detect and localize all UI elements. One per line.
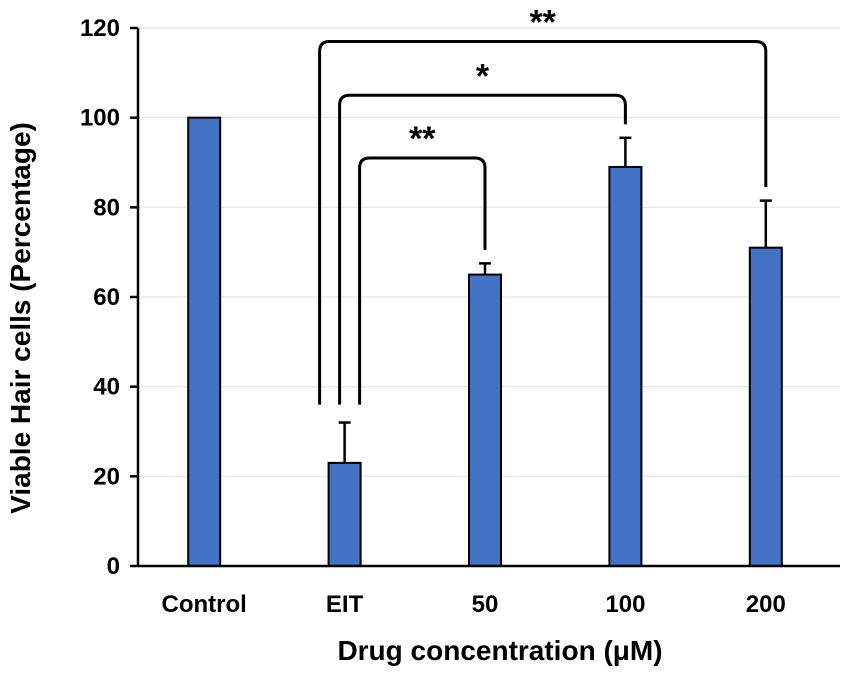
tick-labels: 0 20 40 60 80 100 120 Control EIT 50 100 200 bbox=[80, 15, 786, 618]
significance-label: * bbox=[476, 57, 490, 95]
y-tick-label: 80 bbox=[93, 194, 120, 221]
error-bar-eit bbox=[338, 421, 351, 463]
significance-brackets: ***** bbox=[318, 3, 768, 405]
x-tick-label: 200 bbox=[746, 591, 786, 618]
significance-label: ** bbox=[409, 120, 436, 158]
bar-50 bbox=[468, 273, 502, 567]
x-tick-label: 50 bbox=[472, 591, 499, 618]
error-bar-100 bbox=[619, 136, 632, 167]
y-axis-title: Viable Hair cells (Percentage) bbox=[5, 122, 36, 514]
bar-control bbox=[187, 116, 222, 568]
significance-bracket: * bbox=[338, 57, 627, 405]
significance-label: ** bbox=[529, 3, 556, 41]
x-axis-title: Drug concentration (μM) bbox=[337, 635, 662, 666]
y-tick-label: 40 bbox=[93, 374, 120, 401]
error-bar-50 bbox=[479, 262, 491, 275]
y-tick-label: 100 bbox=[80, 105, 120, 132]
x-tick-label: Control bbox=[162, 591, 247, 618]
significance-bracket: ** bbox=[358, 120, 487, 405]
x-tick-label: 100 bbox=[605, 591, 645, 618]
y-tick-label: 120 bbox=[80, 15, 120, 42]
y-tick-label: 20 bbox=[93, 463, 120, 490]
significance-bracket: ** bbox=[318, 3, 768, 405]
axes bbox=[130, 26, 840, 568]
bar-100 bbox=[608, 165, 643, 567]
y-tick-label: 60 bbox=[93, 284, 120, 311]
error-bars bbox=[338, 136, 772, 463]
x-tick-label: EIT bbox=[326, 591, 364, 618]
y-tick-label: 0 bbox=[107, 553, 120, 580]
error-bar-200 bbox=[759, 199, 772, 248]
bar-eit bbox=[327, 461, 362, 567]
bar-200 bbox=[748, 246, 783, 568]
